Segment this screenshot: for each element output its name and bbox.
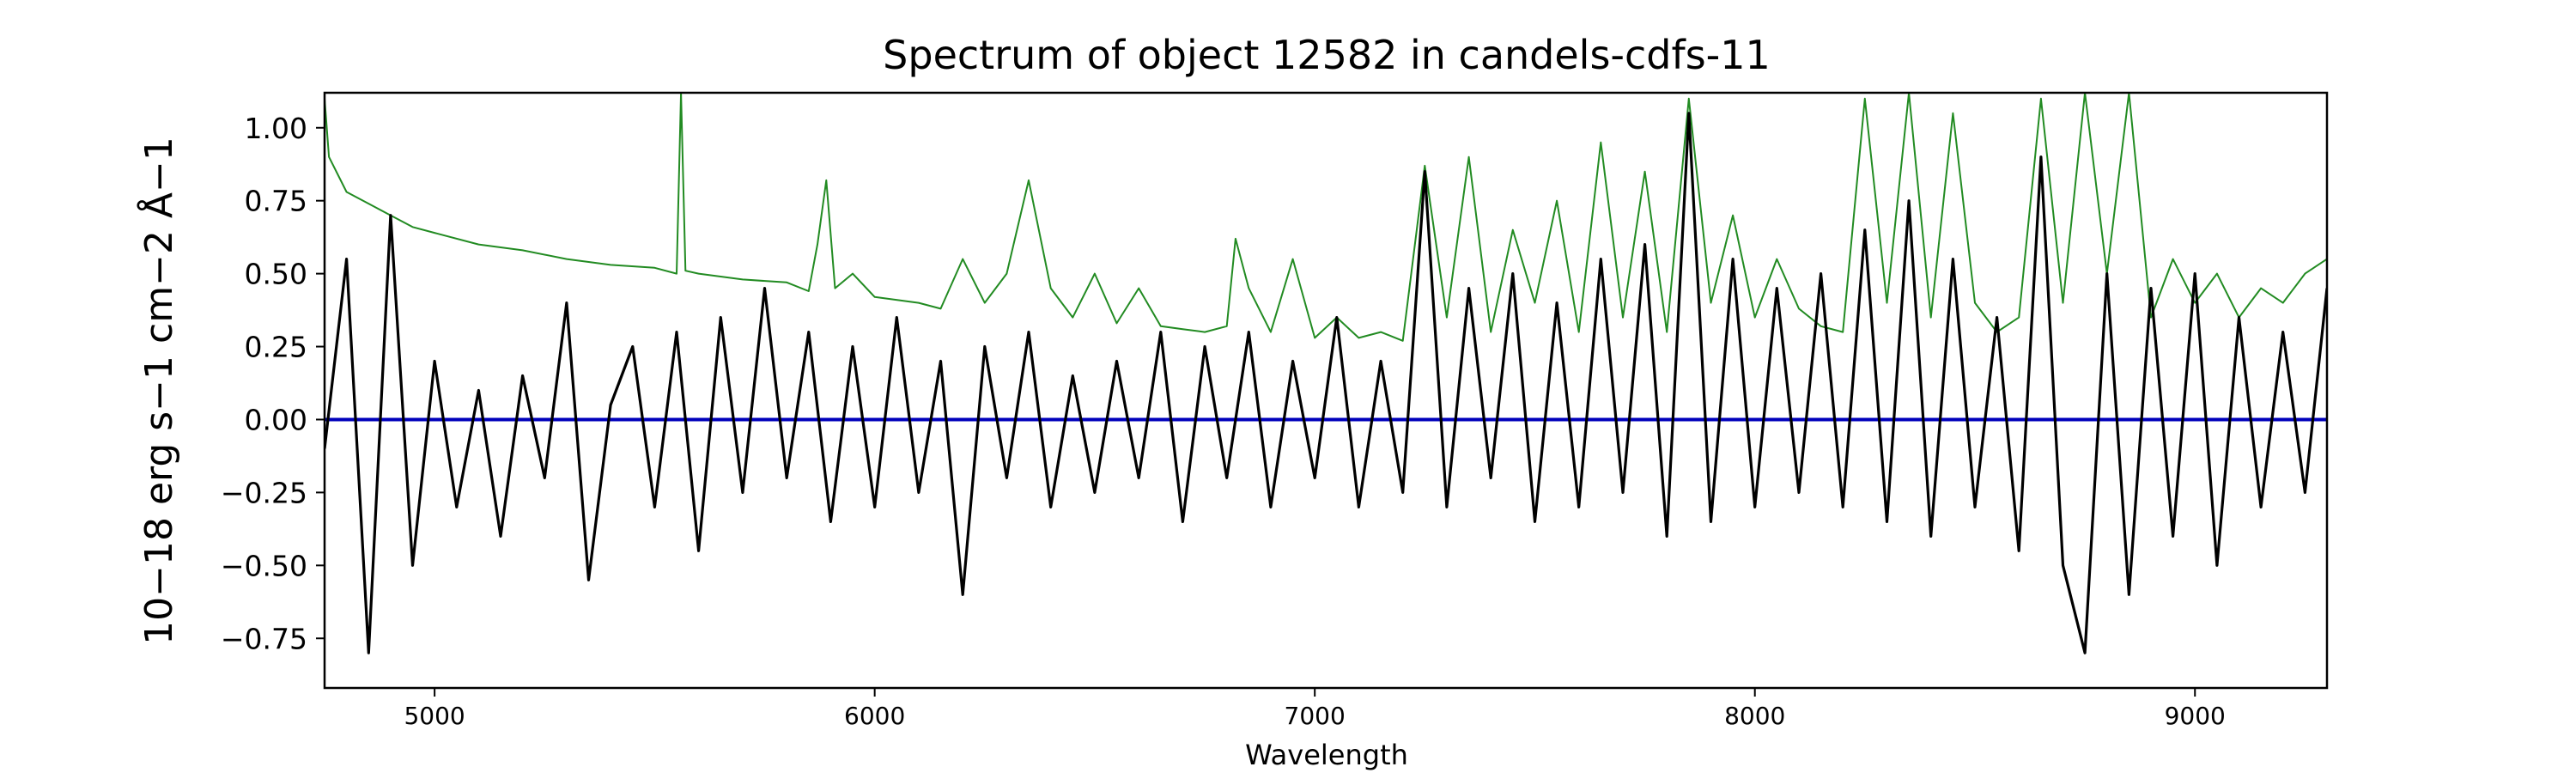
x-tick-label: 6000 xyxy=(844,702,905,730)
y-tick-label: 0.25 xyxy=(245,331,307,364)
series-line-error xyxy=(325,93,2327,342)
y-axis: −0.75 −0.50 −0.25 0.00 0.25 0.50 0.75 1.00 xyxy=(221,112,325,655)
y-tick-label: −0.50 xyxy=(221,549,307,582)
y-tick-label: 0.00 xyxy=(245,403,307,436)
y-tick-label: 0.75 xyxy=(245,185,307,218)
plot-frame xyxy=(323,91,2329,690)
series-layer xyxy=(325,93,2327,654)
y-tick-label: −0.75 xyxy=(221,622,307,655)
series-line-flux xyxy=(325,112,2327,654)
y-tick-label: 0.50 xyxy=(245,258,307,291)
y-tick-label: 1.00 xyxy=(245,112,307,145)
x-axis-label: Wavelength xyxy=(1245,739,1408,771)
x-tick-label: 5000 xyxy=(404,702,465,730)
x-tick-label: 9000 xyxy=(2165,702,2226,730)
x-tick-label: 7000 xyxy=(1285,702,1346,730)
x-axis: 5000 6000 7000 8000 9000 xyxy=(404,688,2226,730)
chart-title: Spectrum of object 12582 in candels-cdfs… xyxy=(883,32,1771,78)
x-tick-label: 8000 xyxy=(1724,702,1785,730)
y-axis-label: 10−18 erg s−1 cm−2 Å−1 xyxy=(136,137,181,645)
y-tick-label: −0.25 xyxy=(221,476,307,509)
